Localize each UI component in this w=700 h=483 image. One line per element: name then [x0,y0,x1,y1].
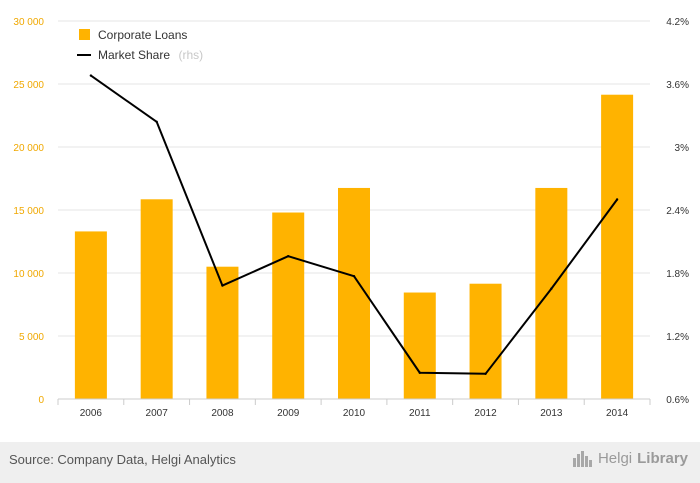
legend-label-market-share: Market Share (rhs) [98,46,203,63]
right-axis-tick: 0.6% [666,395,689,406]
x-axis-label: 2007 [146,408,169,419]
market-share-point-2009 [287,255,290,258]
x-axis-label: 2014 [606,408,629,419]
market-share-point-2006 [89,74,93,77]
right-axis-tick: 3.6% [666,80,689,91]
x-axis-label: 2010 [343,408,366,419]
x-axis-label: 2009 [277,408,300,419]
market-share-point-2011 [418,371,421,374]
market-share-point-2012 [484,372,487,375]
axes: 0 0.6% 5 000 1.2% 10 000 1.8% 15 000 2.4% 20 000… [13,17,689,419]
source-note: Source: Company Data, Helgi Analytics [9,452,236,467]
library-icon [572,450,593,467]
x-axis-label: 2011 [409,408,431,419]
left-axis-tick: 25 000 [13,80,44,91]
x-axis-label: 2008 [211,408,234,419]
line-series [89,74,619,375]
left-axis-tick: 20 000 [13,143,44,154]
left-axis-tick: 0 [38,395,44,406]
right-axis-tick: 2.4% [666,206,689,217]
right-axis-tick: 4.2% [666,17,689,28]
legend-label-corporate-loans: Corporate Loans [98,28,187,42]
legend-market-share-suffix: (rhs) [178,48,203,62]
brand-name-bold: Library [637,450,688,467]
market-share-point-2013 [550,287,553,290]
bar-2007 [140,199,173,399]
market-share-point-2007 [155,120,158,124]
brand-logo[interactable]: Helgi Library [572,450,688,467]
chart: 0 0.6% 5 000 1.2% 10 000 1.8% 15 000 2.4% 20 000… [13,17,689,419]
bar-2009 [272,212,305,399]
x-axis-label: 2013 [540,408,563,419]
legend: Corporate Loans Market Share (rhs) [77,28,203,63]
left-axis-tick: 15 000 [13,206,44,217]
footer: Source: Company Data, Helgi Analytics He… [0,442,700,483]
right-axis-tick: 1.2% [666,332,689,343]
bar-2012 [469,283,502,399]
bar-2011 [403,292,436,399]
bar-series [74,94,634,400]
left-axis-tick: 5 000 [19,332,44,343]
market-share-point-2010 [352,274,356,278]
x-axis-label: 2006 [80,408,103,419]
left-axis-tick: 10 000 [13,269,44,280]
bar-2013 [535,187,568,399]
left-axis-tick: 30 000 [13,17,44,28]
bar-2006 [74,231,107,399]
brand-name-light: Helgi [597,450,633,467]
legend-swatch-corporate-loans [79,29,90,40]
legend-market-share-name: Market Share [98,48,170,62]
bar-2014 [601,94,634,400]
bar-2008 [206,266,239,399]
market-share-point-2014 [615,198,619,201]
x-axis-label: 2012 [474,408,497,419]
right-axis-tick: 3% [675,143,690,154]
right-axis-tick: 1.8% [666,269,689,280]
market-share-point-2008 [221,284,224,287]
